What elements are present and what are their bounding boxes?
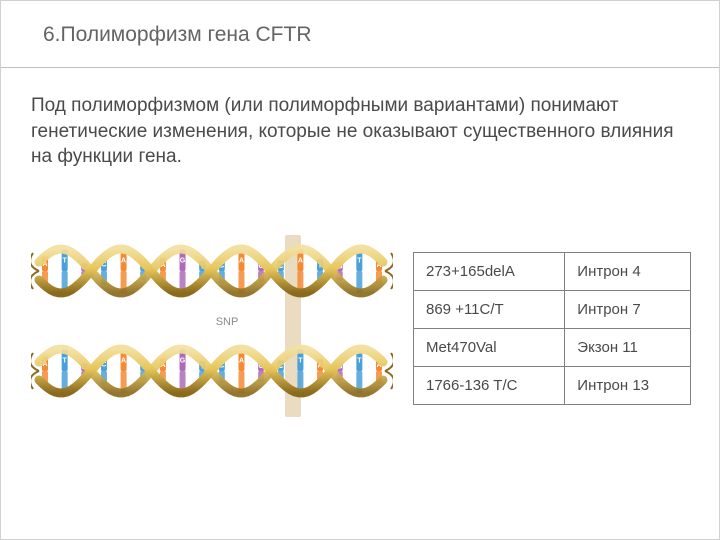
variant-cell: 1766-136 T/C bbox=[414, 367, 565, 405]
svg-text:T: T bbox=[357, 358, 362, 365]
svg-text:G: G bbox=[180, 358, 186, 365]
dna-diagram: ATGCATAGTCAGCATGTAATGCATAGTCAGCTAGTASNP bbox=[31, 231, 393, 426]
location-cell: Интрон 13 bbox=[565, 367, 691, 405]
svg-text:SNP: SNP bbox=[216, 316, 239, 328]
svg-text:T: T bbox=[298, 358, 303, 365]
location-cell: Интрон 7 bbox=[565, 291, 691, 329]
table-row: 1766-136 T/CИнтрон 13 bbox=[414, 367, 691, 405]
svg-text:T: T bbox=[63, 258, 68, 265]
svg-text:T: T bbox=[357, 258, 362, 265]
svg-text:A: A bbox=[239, 258, 244, 265]
table-row: 869 +11С/ТИнтрон 7 bbox=[414, 291, 691, 329]
content-row: ATGCATAGTCAGCATGTAATGCATAGTCAGCTAGTASNP … bbox=[31, 231, 691, 426]
svg-text:A: A bbox=[239, 358, 244, 365]
variant-cell: 273+165delA bbox=[414, 253, 565, 291]
location-cell: Интрон 4 bbox=[565, 253, 691, 291]
definition-paragraph: Под полиморфизмом (или полиморфными вари… bbox=[31, 93, 691, 170]
dna-svg: ATGCATAGTCAGCATGTAATGCATAGTCAGCTAGTASNP bbox=[31, 231, 393, 421]
svg-text:A: A bbox=[298, 258, 303, 265]
title-divider bbox=[1, 67, 719, 68]
variant-table: 273+165delAИнтрон 4869 +11С/ТИнтрон 7Met… bbox=[413, 252, 691, 405]
location-cell: Экзон 11 bbox=[565, 329, 691, 367]
variant-cell: Met470Val bbox=[414, 329, 565, 367]
svg-text:T: T bbox=[63, 358, 68, 365]
svg-text:A: A bbox=[121, 358, 126, 365]
svg-text:G: G bbox=[180, 258, 186, 265]
svg-text:A: A bbox=[121, 258, 126, 265]
table-row: Met470ValЭкзон 11 bbox=[414, 329, 691, 367]
slide-title: 6.Полиморфизм гена CFTR bbox=[43, 23, 312, 47]
table-row: 273+165delAИнтрон 4 bbox=[414, 253, 691, 291]
variant-cell: 869 +11С/Т bbox=[414, 291, 565, 329]
